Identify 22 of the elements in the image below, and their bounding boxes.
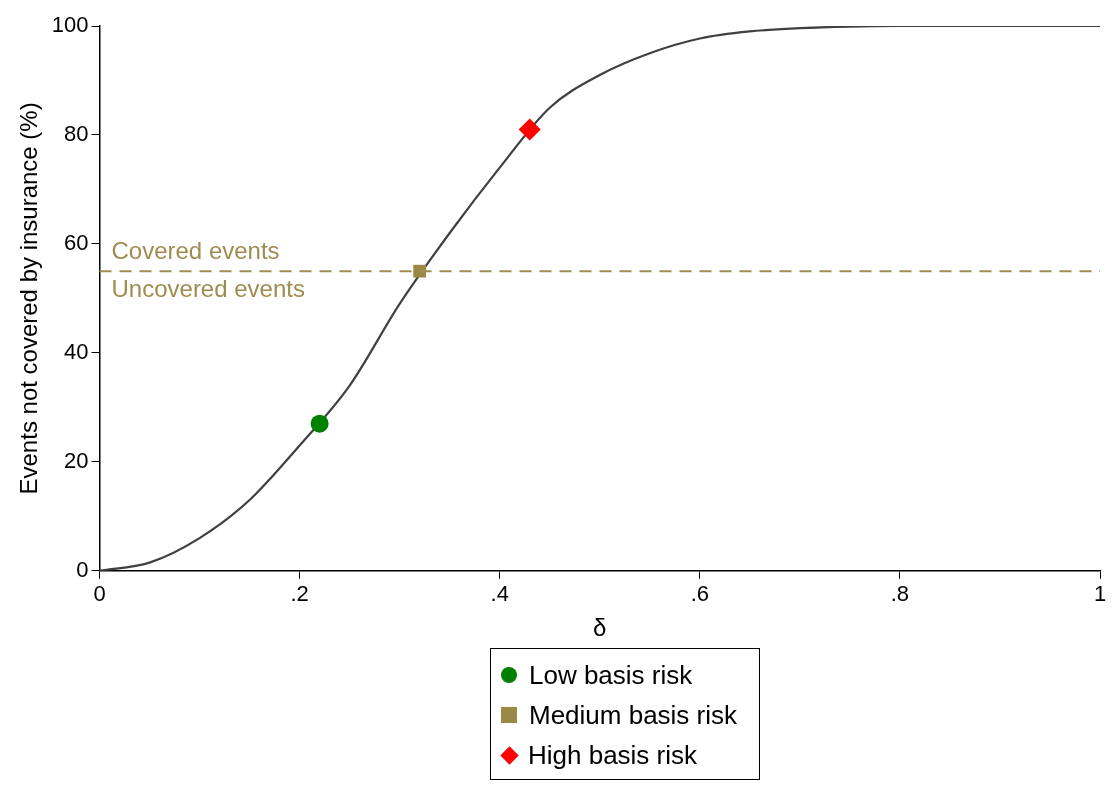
- annotation: Covered events: [111, 236, 280, 264]
- y-tick-label: 0: [76, 556, 89, 582]
- x-tick-label: .4: [490, 581, 509, 607]
- y-tick-label: 100: [51, 12, 89, 38]
- y-tick-label: 20: [64, 447, 89, 473]
- annotation: Uncovered events: [111, 274, 305, 302]
- legend-label: Medium basis risk: [528, 699, 738, 732]
- point: [413, 264, 427, 278]
- x-tick-label: .6: [690, 581, 709, 607]
- x-tick-label: 0: [93, 581, 106, 607]
- x-tick-label: 1: [1093, 581, 1107, 607]
- y-axis-title: Events not covered by insurance (%): [15, 102, 43, 495]
- legend-label: Low basis risk: [528, 659, 693, 692]
- y-tick-label: 60: [64, 229, 89, 255]
- y-tick-label: 40: [64, 338, 89, 364]
- legend-label: High basis risk: [527, 739, 698, 772]
- x-tick-label: .8: [890, 581, 910, 607]
- point: [310, 414, 329, 433]
- x-tick-label: .2: [290, 581, 309, 607]
- x-axis-title: δ: [593, 614, 607, 642]
- y-tick-label: 80: [64, 121, 89, 147]
- point: [518, 118, 541, 141]
